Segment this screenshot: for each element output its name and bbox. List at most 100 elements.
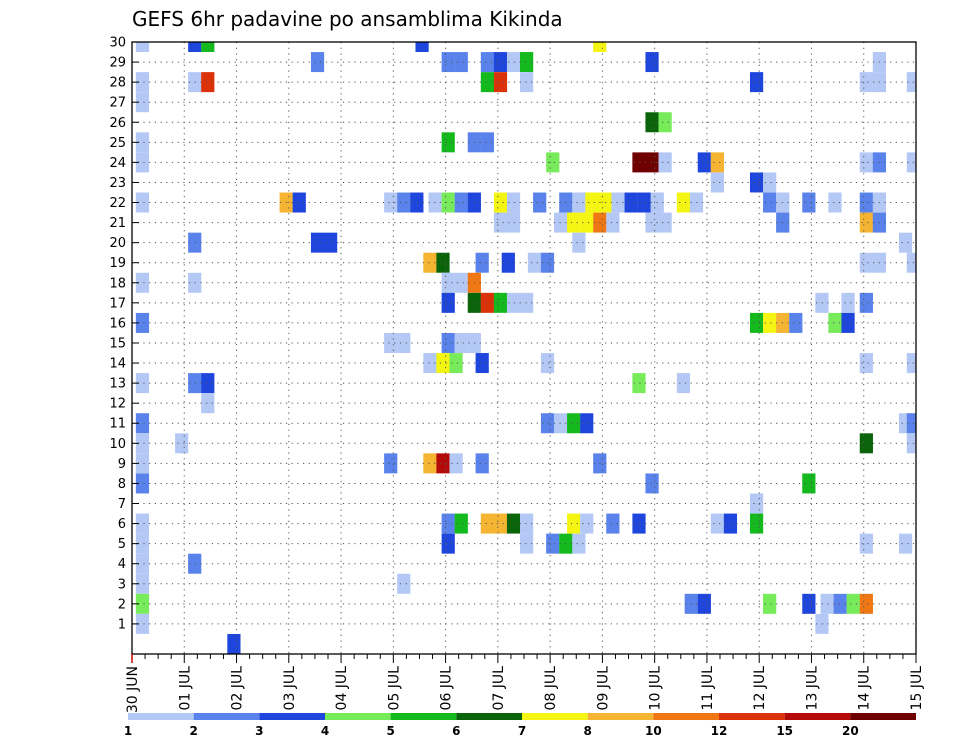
heatmap-cell <box>441 332 455 353</box>
cells-layer <box>135 42 916 654</box>
heatmap-cell <box>506 52 521 73</box>
y-tick-label: 3 <box>118 577 126 592</box>
heatmap-cell <box>506 292 521 313</box>
heatmap-cell <box>632 152 646 173</box>
heatmap-cell <box>135 373 150 394</box>
colorbar-label: 5 <box>386 724 394 738</box>
y-tick-label: 16 <box>109 316 126 331</box>
colorbar-swatch <box>653 713 719 720</box>
heatmap-cell <box>841 312 855 333</box>
heatmap-cell <box>384 332 398 353</box>
heatmap-cell <box>906 353 916 374</box>
heatmap-cell <box>480 72 495 93</box>
colorbar-label: 15 <box>776 724 793 738</box>
heatmap-cell <box>135 573 150 594</box>
y-tick-label: 15 <box>109 336 126 351</box>
colorbar-label: 1 <box>124 724 132 738</box>
heatmap-cell <box>135 453 150 474</box>
heatmap-cell <box>441 132 455 153</box>
heatmap-cell <box>441 513 455 534</box>
heatmap-cell <box>506 513 521 534</box>
heatmap-cell <box>763 172 777 193</box>
y-tick-label: 2 <box>118 597 126 612</box>
heatmap-cell <box>540 252 555 273</box>
heatmap-cell <box>423 252 437 273</box>
colorbar-label: 12 <box>711 724 728 738</box>
heatmap-cell <box>828 192 842 213</box>
colorbar-swatch <box>719 713 785 720</box>
heatmap-cell <box>606 513 620 534</box>
heatmap-cell <box>520 513 534 534</box>
heatmap-cell <box>906 433 916 454</box>
y-tick-label: 20 <box>109 236 126 251</box>
y-tick-label: 22 <box>109 196 126 211</box>
colorbar-swatch <box>193 713 260 720</box>
heatmap-cell <box>645 212 659 233</box>
heatmap-cell <box>828 312 842 333</box>
x-tick-label: 10 JUL <box>648 666 664 711</box>
heatmap-cell <box>859 593 873 614</box>
heatmap-cell <box>906 72 916 93</box>
heatmap-cell <box>135 72 150 93</box>
heatmap-cell <box>611 192 625 213</box>
heatmap-cell <box>593 42 607 52</box>
heatmap-cell <box>789 312 803 333</box>
x-tick-label: 15 JUL <box>909 666 925 711</box>
heatmap-cell <box>859 533 873 554</box>
heatmap-cell <box>527 252 542 273</box>
heatmap-cell <box>580 513 594 534</box>
y-tick-label: 7 <box>118 497 126 512</box>
colorbar-swatch <box>850 713 916 720</box>
heatmap-cell <box>859 152 873 173</box>
heatmap-cell <box>227 633 241 654</box>
heatmap-cell <box>441 192 455 213</box>
heatmap-cell <box>546 152 560 173</box>
heatmap-cell <box>859 433 873 454</box>
y-tick-label: 14 <box>109 357 126 372</box>
colorbar-label: 7 <box>518 724 526 738</box>
heatmap-cell <box>572 232 586 253</box>
heatmap-cell <box>859 72 873 93</box>
heatmap-cell <box>423 353 437 374</box>
heatmap-cell <box>397 573 411 594</box>
colorbar-label: 10 <box>645 724 662 738</box>
heatmap-cell <box>710 513 724 534</box>
heatmap-cell <box>201 42 215 52</box>
heatmap-cell <box>201 393 215 414</box>
heatmap-cell <box>658 212 672 233</box>
heatmap-cell <box>135 473 150 494</box>
heatmap-cell <box>436 252 450 273</box>
y-tick-label: 19 <box>109 256 126 271</box>
colorbar-swatch <box>259 713 325 720</box>
y-tick-label: 5 <box>118 537 126 552</box>
heatmap-cell <box>624 192 638 213</box>
heatmap-cell <box>441 272 455 293</box>
heatmap-cell <box>749 72 764 93</box>
heatmap-cell <box>397 332 411 353</box>
heatmap-cell <box>475 353 489 374</box>
heatmap-cell <box>493 513 508 534</box>
heatmap-cell <box>567 212 581 233</box>
heatmap-cell <box>454 513 468 534</box>
x-tick-label: 14 JUL <box>857 666 873 711</box>
x-tick-label: 06 JUL <box>439 666 455 711</box>
y-tick-label: 10 <box>109 437 126 452</box>
heatmap-cell <box>540 413 555 434</box>
y-tick-label: 13 <box>109 377 126 392</box>
colorbar-label: 8 <box>583 724 591 738</box>
heatmap-cell <box>135 152 150 173</box>
heatmap-cell <box>436 353 450 374</box>
y-tick-label: 29 <box>109 56 126 71</box>
heatmap-cell <box>645 112 659 133</box>
heatmap-cell <box>567 413 581 434</box>
x-tick-label: 01 JUL <box>177 666 193 711</box>
heatmap-cell <box>632 513 646 534</box>
heatmap-cell <box>135 533 150 554</box>
heatmap-cell <box>384 192 398 213</box>
heatmap-cell <box>493 212 508 233</box>
heatmap-cell <box>493 292 508 313</box>
x-tick-label: 30 JUN <box>125 666 141 713</box>
heatmap-cell <box>520 533 534 554</box>
heatmap-cell <box>454 52 468 73</box>
